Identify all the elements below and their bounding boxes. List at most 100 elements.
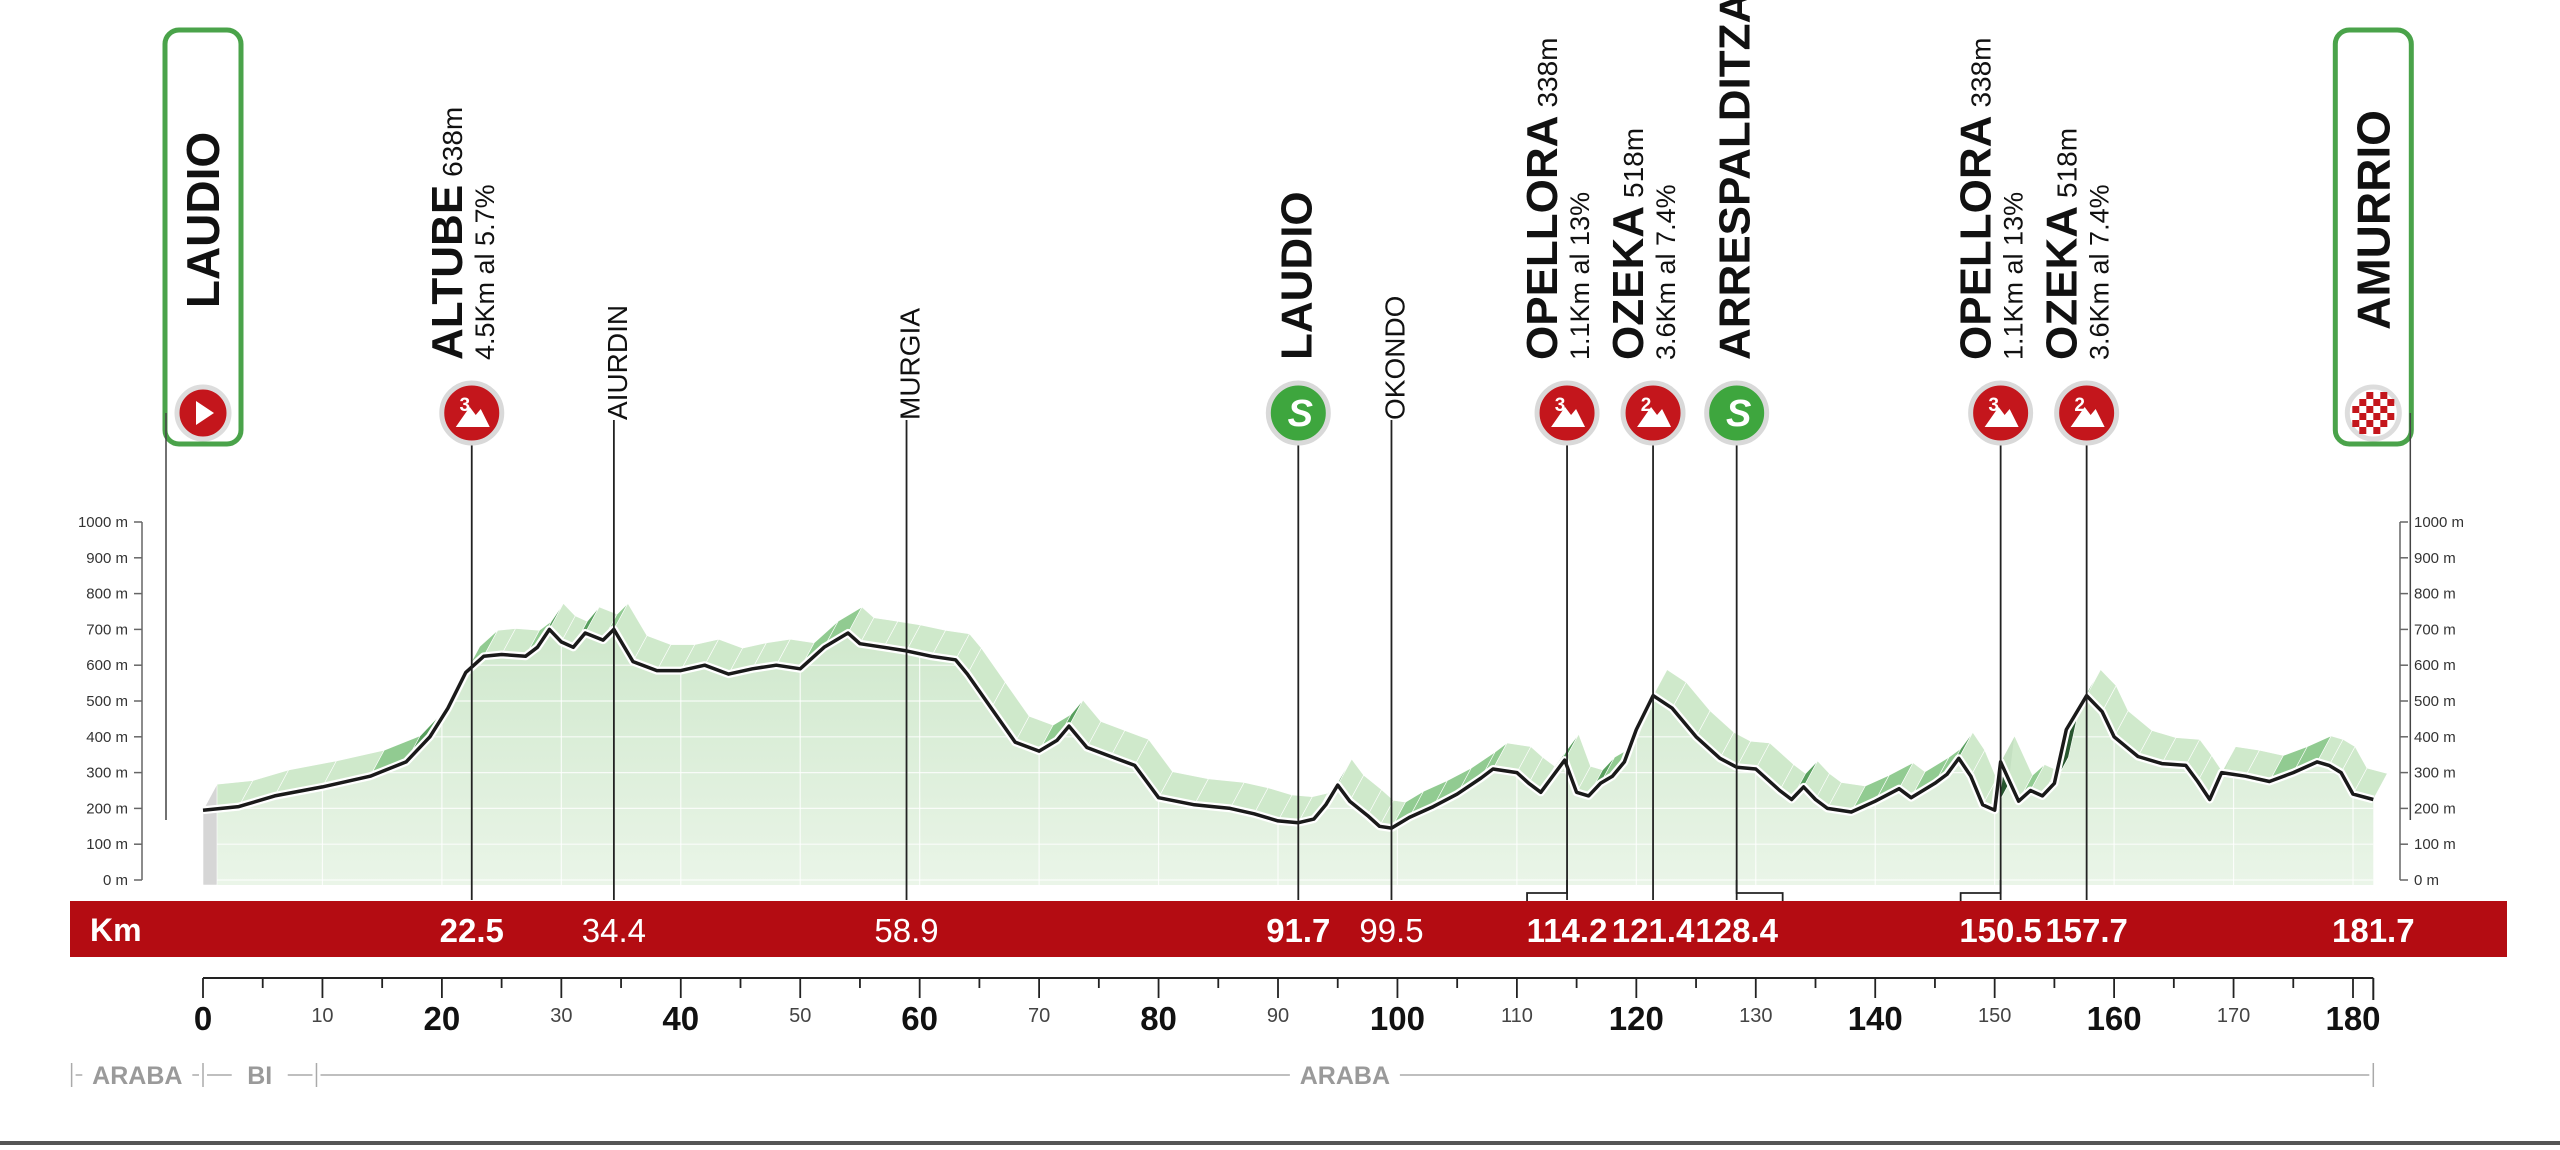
km-band-value: 181.7 — [2332, 912, 2415, 949]
y-tick-label: 600 m — [86, 657, 128, 674]
checker-square — [2352, 420, 2359, 427]
y-tick-label: 1000 m — [2414, 514, 2464, 531]
km-band-value: 99.5 — [1359, 912, 1423, 949]
checker-square — [2373, 427, 2380, 434]
mountain-badge-category: 3 — [1988, 395, 1999, 416]
y-tick-label: 700 m — [2414, 621, 2456, 638]
checker-square — [2373, 399, 2380, 406]
checker-square — [2387, 399, 2394, 406]
checker-square — [2359, 427, 2366, 434]
banner-name: AMURRIO — [2347, 110, 2399, 330]
marker-name: ALTUBE — [423, 185, 472, 360]
y-tick-label: 900 m — [2414, 550, 2456, 567]
region-label: ARABA — [1300, 1062, 1390, 1090]
marker-altitude: 338m — [1966, 38, 1997, 108]
x-tick-label-major: 180 — [2325, 1000, 2380, 1037]
mountain-badge-category: 3 — [1555, 395, 1566, 416]
marker-altitude: 338m — [1532, 38, 1563, 108]
mountain-badge-category: 2 — [1641, 395, 1652, 416]
marker-name: ARRESPALDITZA — [1711, 0, 1760, 360]
km-band-value: 91.7 — [1266, 912, 1330, 949]
sprint-badge-letter: S — [1288, 393, 1313, 435]
x-tick-label-minor: 150 — [1978, 1005, 2011, 1027]
x-tick-label-minor: 10 — [311, 1005, 333, 1027]
y-tick-label: 900 m — [86, 550, 128, 567]
y-tick-label: 800 m — [2414, 586, 2456, 603]
x-tick-label-major: 80 — [1140, 1000, 1177, 1037]
marker-climb-detail: 1.1Km al 13% — [1565, 192, 1595, 360]
y-tick-label: 400 m — [2414, 729, 2456, 746]
x-tick-label-major: 60 — [901, 1000, 938, 1037]
mountain-badge-category: 3 — [459, 395, 470, 416]
checker-square — [2366, 406, 2373, 413]
x-tick-label-minor: 30 — [550, 1005, 572, 1027]
mountain-badge-category: 2 — [2074, 395, 2085, 416]
marker-climb-detail: 3.6Km al 7.4% — [2085, 184, 2115, 360]
x-tick-label-minor: 70 — [1028, 1005, 1050, 1027]
marker-label: ALTUBE 638m — [423, 107, 472, 360]
y-tick-label: 100 m — [2414, 836, 2456, 853]
x-tick-label-major: 20 — [424, 1000, 461, 1037]
checker-square — [2359, 413, 2366, 420]
marker-label: MURGIA — [895, 308, 926, 420]
y-tick-label: 500 m — [2414, 693, 2456, 710]
marker-name: OKONDO — [1379, 296, 1410, 420]
km-band-value: 121.4 — [1612, 912, 1695, 949]
x-tick-label-minor: 170 — [2217, 1005, 2250, 1027]
marker-label: OZEKA 518m — [1604, 128, 1653, 360]
marker-label: OZEKA 518m — [2038, 128, 2087, 360]
marker-altitude: 638m — [437, 107, 468, 177]
y-tick-label: 200 m — [86, 800, 128, 817]
marker-label: OKONDO — [1379, 296, 1410, 420]
marker-name: OPELLORA — [1518, 116, 1567, 360]
km-band-value: 150.5 — [1959, 912, 2042, 949]
marker-name: OZEKA — [2038, 206, 2087, 360]
y-tick-label: 100 m — [86, 836, 128, 853]
marker-climb-detail: 1.1Km al 13% — [1999, 192, 2029, 360]
marker-name: OZEKA — [1604, 206, 1653, 360]
x-tick-label-minor: 50 — [789, 1005, 811, 1027]
km-band-value: 34.4 — [582, 912, 646, 949]
y-tick-label: 300 m — [2414, 765, 2456, 782]
marker-altitude: 518m — [1618, 128, 1649, 198]
x-tick-label-major: 120 — [1609, 1000, 1664, 1037]
checker-square — [2373, 413, 2380, 420]
checker-square — [2380, 420, 2387, 427]
checker-square — [2387, 413, 2394, 420]
marker-climb-detail: 4.5Km al 5.7% — [470, 184, 500, 360]
y-tick-label: 400 m — [86, 729, 128, 746]
marker-label: ARRESPALDITZA — [1711, 0, 1760, 360]
marker-climb-detail: 3.6Km al 7.4% — [1651, 184, 1681, 360]
marker-label: AIURDIN — [602, 305, 633, 420]
profile-group — [203, 522, 2387, 885]
x-tick-label-minor: 90 — [1267, 1005, 1289, 1027]
marker-name: MURGIA — [895, 308, 926, 420]
x-tick-label-major: 160 — [2087, 1000, 2142, 1037]
y-tick-label: 200 m — [2414, 800, 2456, 817]
marker-name: LAUDIO — [1272, 191, 1321, 360]
marker-altitude: 518m — [2052, 128, 2083, 198]
y-tick-label: 300 m — [86, 765, 128, 782]
y-tick-label: 0 m — [2414, 872, 2439, 889]
marker-name: AIURDIN — [602, 305, 633, 420]
checker-square — [2366, 420, 2373, 427]
checker-square — [2359, 399, 2366, 406]
checker-square — [2380, 392, 2387, 399]
y-tick-label: 0 m — [103, 872, 128, 889]
checker-square — [2366, 392, 2373, 399]
x-axis: 0 20 40 60 80 100 120 140 160 180 10 30 50 70 90 110 130… — [194, 978, 2381, 1037]
y-tick-label: 1000 m — [78, 514, 128, 531]
y-tick-label: 700 m — [86, 621, 128, 638]
checker-square — [2352, 406, 2359, 413]
banner-name: LAUDIO — [177, 132, 229, 308]
marker-laudio-0: LAUDIO — [165, 30, 241, 820]
km-band-value: 58.9 — [874, 912, 938, 949]
km-band-label: Km — [90, 912, 142, 948]
y-tick-label: 800 m — [86, 586, 128, 603]
checker-square — [2380, 406, 2387, 413]
km-band-value: 157.7 — [2045, 912, 2128, 949]
profile-area — [203, 629, 2373, 885]
x-tick-label-major: 100 — [1370, 1000, 1425, 1037]
